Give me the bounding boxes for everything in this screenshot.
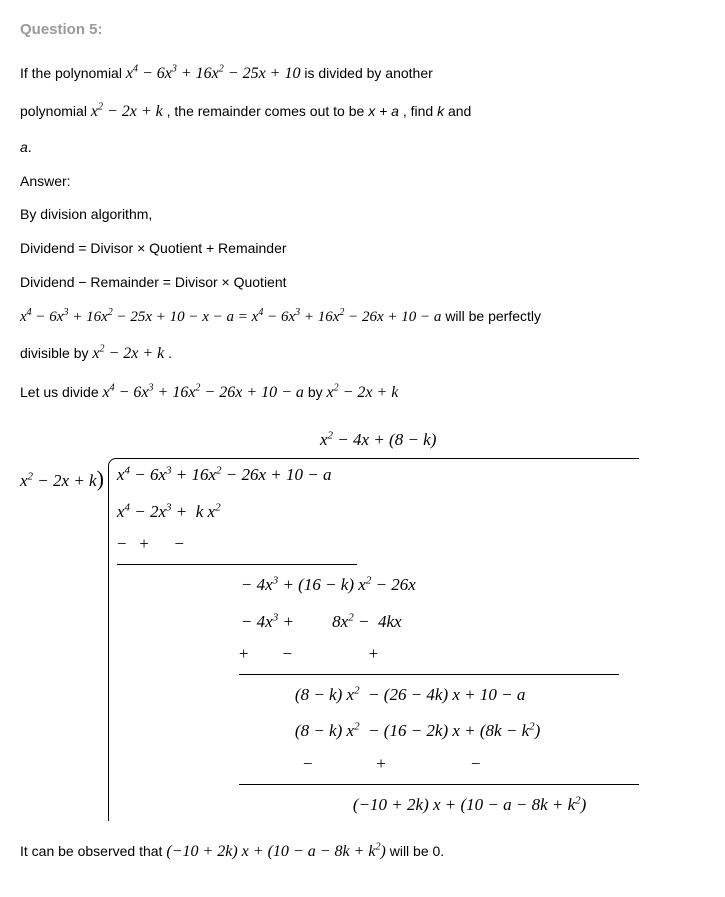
step-row: x4 − 2x3 + k x2 — [117, 496, 639, 528]
observation: It can be observed that (−10 + 2k) x + (… — [20, 833, 705, 871]
rule — [239, 784, 639, 785]
step-row: − 4x3 + 8x2 − 4kx — [241, 606, 639, 638]
poly: x4 − 6x3 + 16x2 − 26x + 10 − a — [103, 384, 304, 401]
text: by — [308, 384, 327, 400]
divisor: x2 − 2x + k) — [20, 458, 108, 500]
step-row: (8 − k) x2 − (26 − 4k) x + 10 − a — [295, 679, 639, 711]
answer-label: Answer: — [20, 165, 705, 199]
long-division: x2 − 4x + (8 − k) x2 − 2x + k) x4 − 6x3 … — [20, 424, 705, 821]
var-k: k — [437, 103, 444, 119]
division-steps: x4 − 6x3 + 16x2 − 26x + 10 − a x4 − 2x3 … — [108, 458, 639, 821]
poly-dividend: x4 − 6x3 + 16x2 − 25x + 10 — [126, 65, 301, 82]
text: , the remainder comes out to be — [167, 103, 369, 119]
dividend-row: x4 − 6x3 + 16x2 − 26x + 10 − a — [117, 459, 639, 491]
equation: x4 − 6x3 + 16x2 − 25x + 10 − x − a = x4 … — [20, 309, 441, 325]
answer-line: divisible by x2 − 2x + k . — [20, 335, 705, 373]
text: is divided by another — [304, 65, 432, 81]
answer-line: Dividend − Remainder = Divisor × Quotien… — [20, 266, 705, 300]
text: . — [28, 139, 32, 155]
var-a: a — [20, 139, 28, 155]
rule — [239, 674, 619, 675]
remainder-expr: x + a — [368, 103, 399, 119]
question-text: If the polynomial x4 − 6x3 + 16x2 − 25x … — [20, 55, 705, 165]
sign-row: − + − — [303, 748, 639, 780]
text: , find — [403, 103, 437, 119]
remainder-expression: (−10 + 2k) x + (10 − a − 8k + k2) — [166, 843, 386, 860]
question-title: Question 5: — [20, 16, 705, 45]
text: If the polynomial — [20, 65, 126, 81]
text: polynomial — [20, 103, 91, 119]
step-row: (8 − k) x2 − (16 − 2k) x + (8k − k2) — [295, 715, 639, 747]
answer-line: Let us divide x4 − 6x3 + 16x2 − 26x + 10… — [20, 374, 705, 412]
poly: x2 − 2x + k — [92, 345, 164, 362]
text: will be 0. — [390, 843, 444, 859]
sign-row: + − + — [239, 638, 639, 670]
rule — [117, 564, 357, 565]
answer-line: Dividend = Divisor × Quotient + Remainde… — [20, 232, 705, 266]
step-row: − 4x3 + (16 − k) x2 − 26x — [241, 569, 639, 601]
poly: x2 − 2x + k — [327, 384, 399, 401]
text: Let us divide — [20, 384, 103, 400]
poly-divisor: x2 − 2x + k — [91, 103, 163, 120]
quotient: x2 − 4x + (8 − k) — [320, 424, 705, 458]
text: . — [168, 345, 172, 361]
answer-line: x4 − 6x3 + 16x2 − 25x + 10 − x − a = x4 … — [20, 299, 705, 335]
text: and — [448, 103, 471, 119]
sign-row: − + − — [117, 528, 639, 560]
text: divisible by — [20, 345, 92, 361]
text: It can be observed that — [20, 843, 166, 859]
text: will be perfectly — [445, 308, 541, 324]
answer-line: By division algorithm, — [20, 198, 705, 232]
step-row: (−10 + 2k) x + (10 − a − 8k + k2) — [353, 789, 639, 821]
